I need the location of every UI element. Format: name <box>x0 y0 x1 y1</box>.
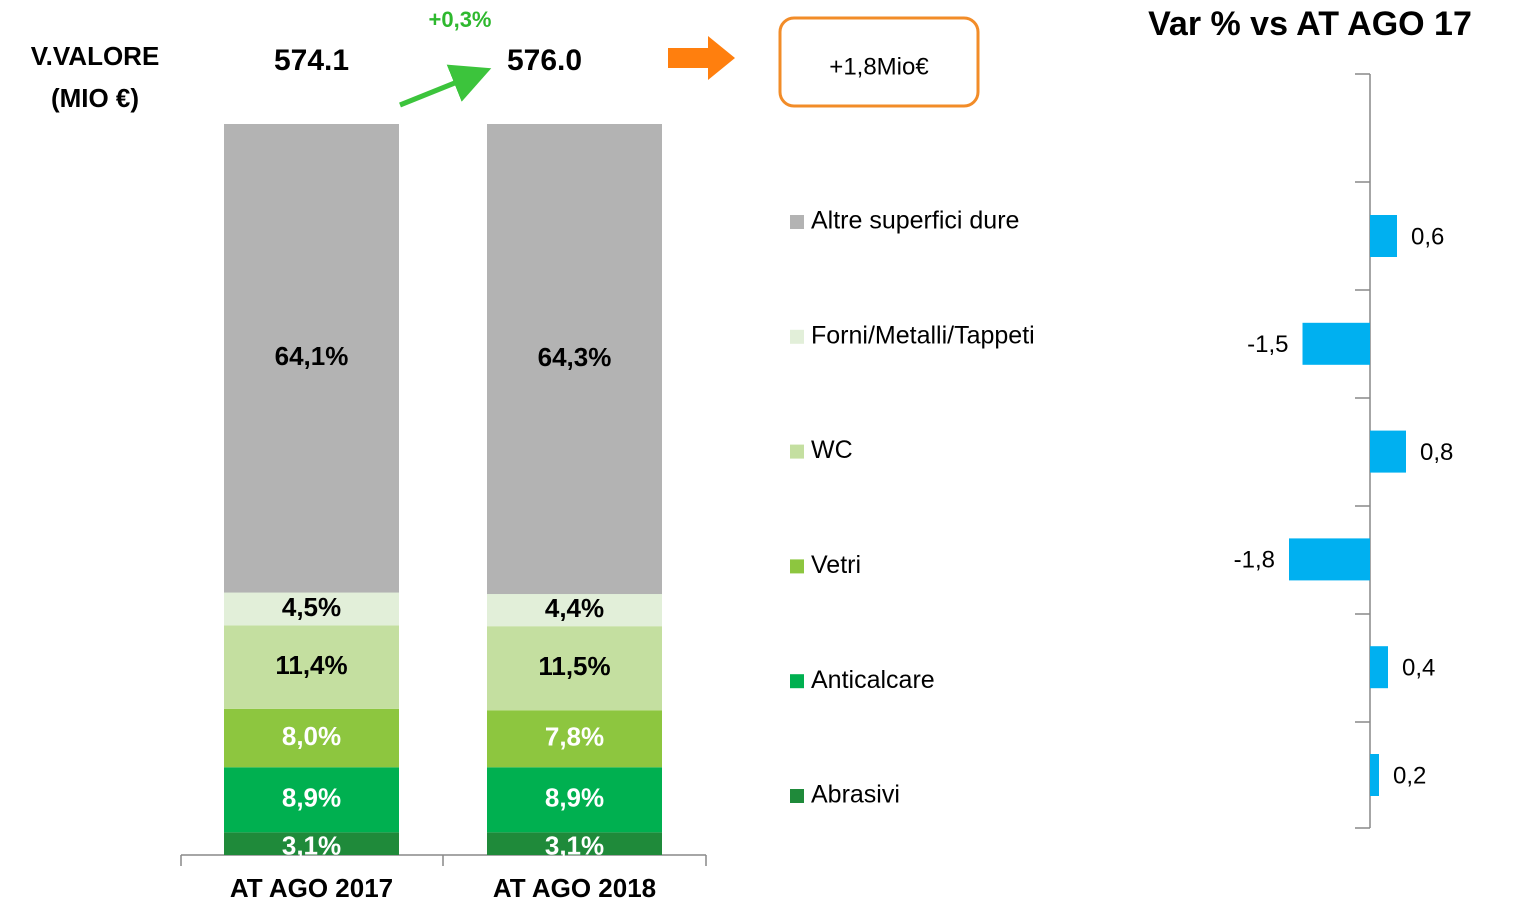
chart-title: Var % vs AT AGO 17 <box>1148 5 1472 43</box>
bar-label: 8,0% <box>282 721 341 751</box>
bar <box>1370 754 1379 796</box>
legend-label: Anticalcare <box>811 666 935 694</box>
bar-label: -1,5 <box>1247 331 1288 358</box>
bar-label: 8,9% <box>282 783 341 813</box>
bar-label: 0,2 <box>1393 762 1426 789</box>
legend-swatch <box>790 559 804 574</box>
bar-segment <box>224 708 399 768</box>
legend-label: Abrasivi <box>811 781 900 809</box>
bar-segment <box>224 625 399 709</box>
bar-segment <box>224 592 399 626</box>
bar-label: 3,1% <box>282 831 341 861</box>
bar-label: 11,4% <box>275 650 347 680</box>
legend-swatch <box>790 674 804 689</box>
bar-segment <box>487 626 662 711</box>
delta-label: +1,8Mio€ <box>829 53 929 80</box>
total-label: 574.1 <box>274 44 349 77</box>
bar <box>1289 538 1370 581</box>
legend-label: Altre superfici dure <box>811 207 1019 235</box>
delta-box <box>778 16 980 108</box>
bar-segment <box>487 767 662 833</box>
legend-swatch <box>790 789 804 803</box>
legend-swatch <box>790 215 804 229</box>
bar-segment <box>487 594 662 627</box>
bar <box>1370 646 1388 689</box>
growth-arrow <box>399 64 492 108</box>
bar-segment <box>224 767 399 833</box>
bar-label: -1,8 <box>1234 547 1275 574</box>
legend-label: Vetri <box>811 551 861 579</box>
bar-segment <box>224 124 399 593</box>
bar-segment <box>487 710 662 768</box>
bar <box>1370 215 1397 257</box>
x-tick-label: AT AGO 2018 <box>493 873 656 903</box>
bar-label: 0,4 <box>1402 655 1435 682</box>
bar-label: 7,8% <box>545 722 604 752</box>
growth-label: +0,3% <box>429 7 492 32</box>
bar-label: 4,4% <box>545 593 604 623</box>
bar-label: 11,5% <box>538 651 610 681</box>
bar-segment <box>487 832 662 855</box>
bar-label: 64,1% <box>275 341 349 371</box>
bar <box>1370 430 1406 473</box>
bar-label: 3,1% <box>545 831 604 861</box>
total-label: 576.0 <box>507 44 582 77</box>
orange-arrow <box>668 36 735 80</box>
legend-label: WC <box>811 436 853 464</box>
bar-segment <box>487 124 662 595</box>
legend-swatch <box>790 329 804 344</box>
legend-label: Forni/Metalli/Tappeti <box>811 321 1035 349</box>
bar-label: 0,8 <box>1420 439 1453 466</box>
bar-label: 64,3% <box>538 342 612 372</box>
bar-label: 4,5% <box>282 592 341 622</box>
bar <box>1302 322 1370 365</box>
bar-label: 0,6 <box>1411 223 1444 250</box>
legend-swatch <box>790 444 804 459</box>
bar-label: 8,9% <box>545 783 604 813</box>
x-tick-label: AT AGO 2017 <box>230 873 393 903</box>
y-label: (MIO €) <box>51 83 139 113</box>
bar-segment <box>224 832 399 855</box>
y-label: V.VALORE <box>31 41 160 71</box>
